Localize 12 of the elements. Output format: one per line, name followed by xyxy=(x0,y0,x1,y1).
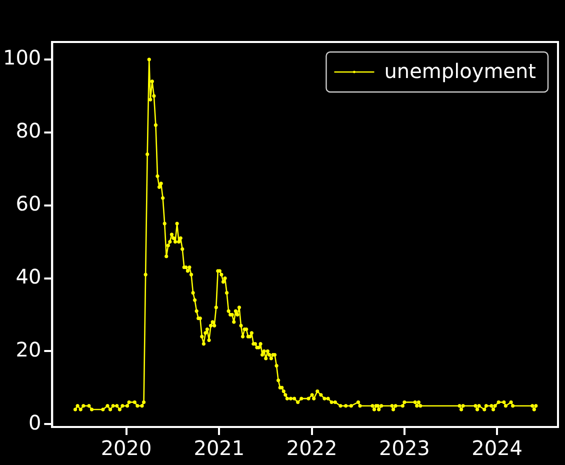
legend-label: unemployment xyxy=(384,59,536,84)
x-tick-label: 2023 xyxy=(378,436,430,460)
y-tick-label: 20 xyxy=(16,337,42,362)
x-tick-label: 2024 xyxy=(472,436,523,460)
y-tick-label: 60 xyxy=(16,192,42,216)
x-tick-label: 2021 xyxy=(194,436,245,460)
x-tick-label: 2020 xyxy=(100,436,152,460)
y-tick-label: 0 xyxy=(28,410,42,434)
y-tick-label: 80 xyxy=(16,118,42,143)
y-tick-label: 40 xyxy=(16,264,42,288)
y-tick-label: 100 xyxy=(2,46,42,70)
x-tick-label: 2022 xyxy=(286,436,338,460)
